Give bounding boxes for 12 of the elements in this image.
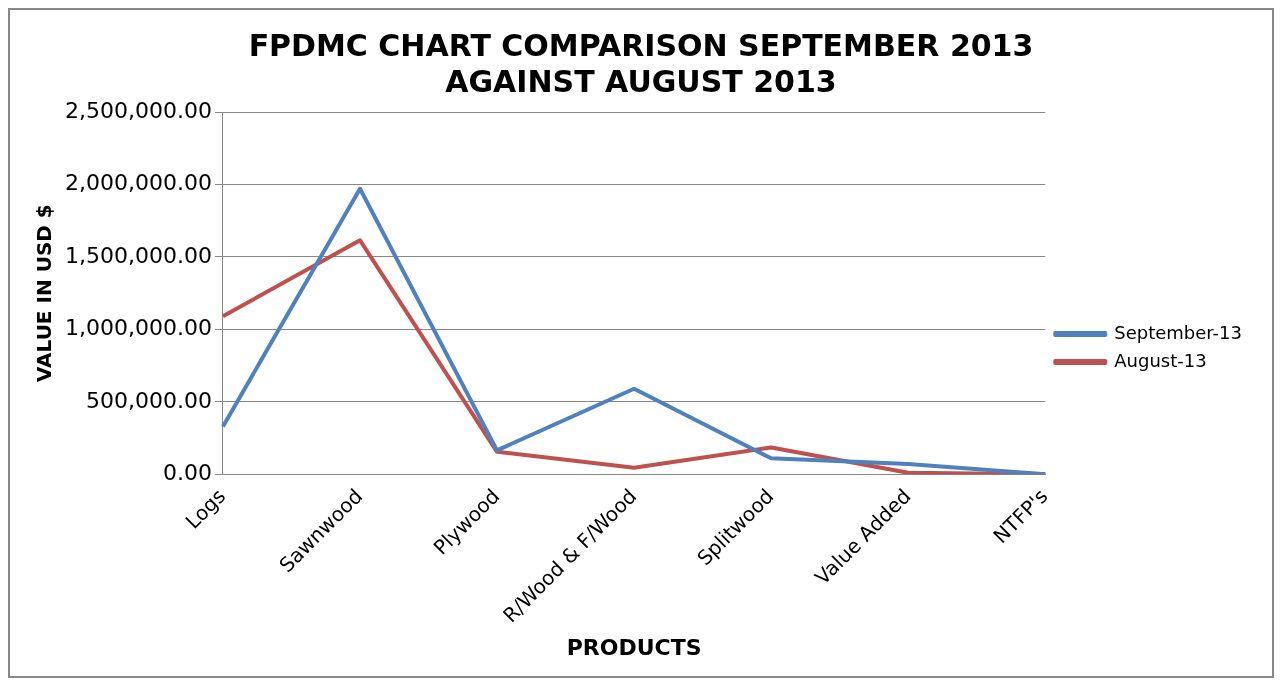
text: AGAINST AUGUST 2013 bbox=[445, 63, 837, 99]
y-tick-label: 2,500,000.00 bbox=[65, 97, 212, 123]
y-tick-label: 500,000.00 bbox=[85, 387, 212, 413]
y-tick-label: 1,000,000.00 bbox=[65, 315, 212, 341]
legend-label: September-13 bbox=[1114, 321, 1243, 343]
text: FPDMC CHART COMPARISON SEPTEMBER 2013 bbox=[248, 27, 1034, 63]
y-tick-label: 2,000,000.00 bbox=[65, 170, 212, 196]
x-axis-title: PRODUCTS bbox=[566, 634, 702, 660]
y-axis-title: VALUE IN USD $ bbox=[32, 204, 57, 383]
y-tick-label: 0.00 bbox=[162, 459, 212, 485]
y-tick-label: 1,500,000.00 bbox=[65, 242, 212, 268]
legend-label: August-13 bbox=[1114, 349, 1207, 371]
